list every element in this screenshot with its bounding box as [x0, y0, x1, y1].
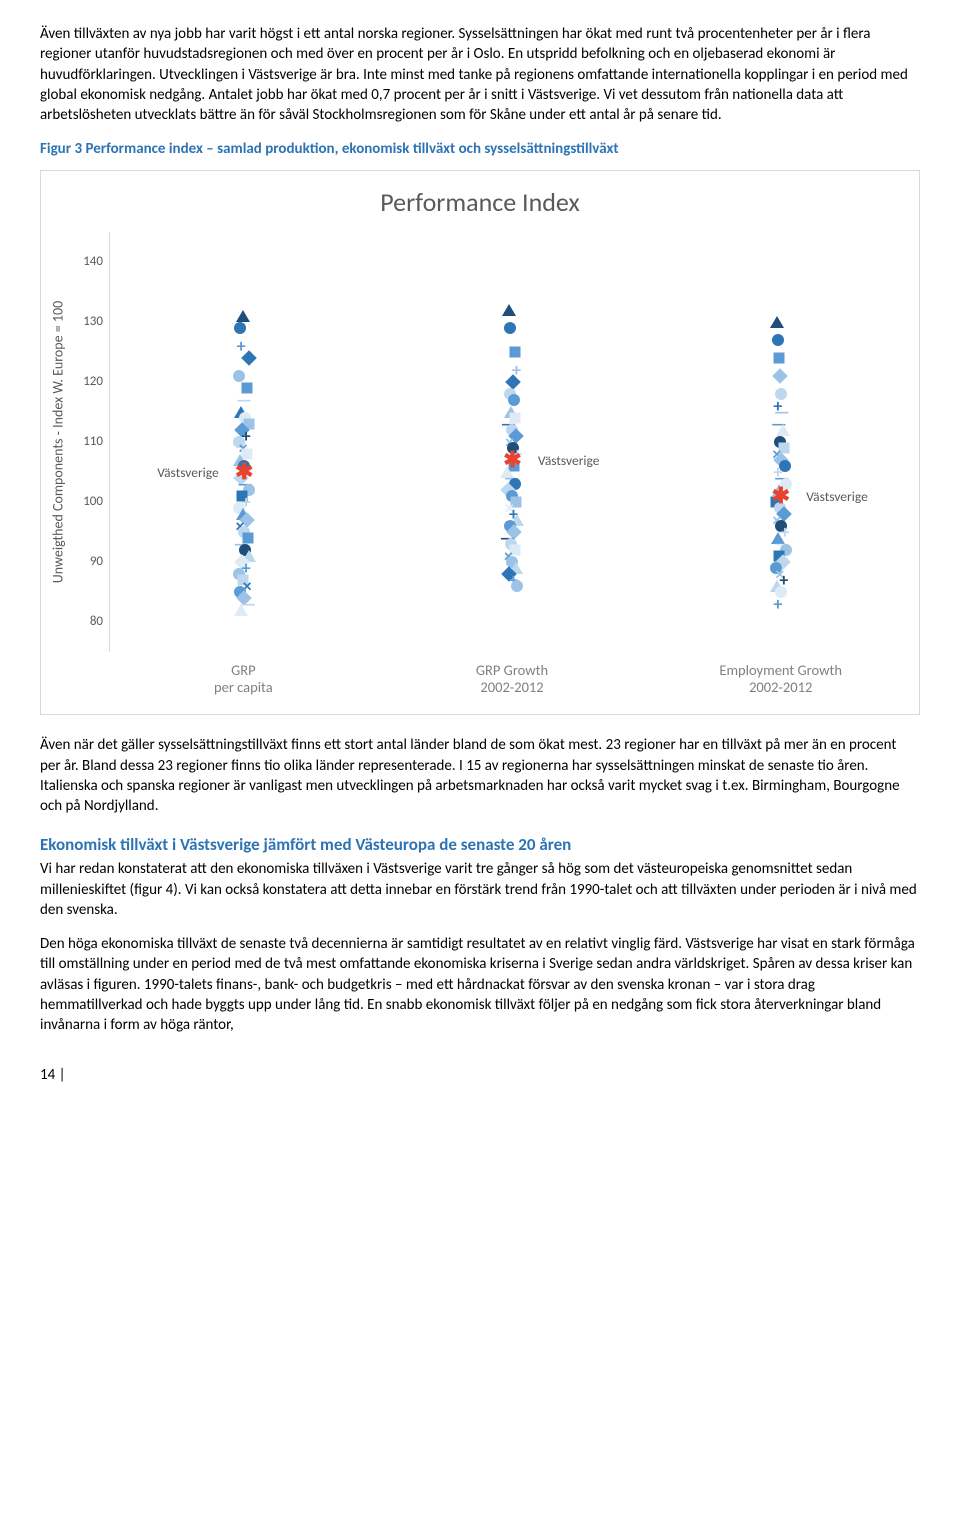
chart-data-marker	[236, 310, 250, 322]
body-paragraph-4: Den höga ekonomiska tillväxt de senaste …	[40, 934, 920, 1035]
chart-x-label: GRP per capita	[109, 652, 378, 715]
chart-series-column: +——×+—×+—×++✱Västsverige	[647, 232, 915, 652]
chart-highlight-marker: ✱	[235, 461, 253, 483]
chart-data-marker	[773, 352, 784, 363]
chart-data-marker	[511, 580, 523, 592]
chart-series-column: +—+×—+×—+×—✱Västsverige	[110, 232, 378, 652]
figure-caption: Figur 3 Performance index – samlad produ…	[40, 139, 920, 159]
chart-x-label: GRP Growth 2002-2012	[378, 652, 647, 715]
chart-y-tick: 100	[83, 493, 103, 511]
chart-data-marker	[772, 334, 784, 346]
chart-data-marker	[502, 304, 516, 316]
chart-y-tick: 80	[90, 613, 103, 631]
chart-y-tick: 130	[83, 313, 103, 331]
chart-data-marker: +	[773, 595, 782, 613]
body-paragraph-2: Även när det gäller sysselsättningstillv…	[40, 735, 920, 816]
chart-x-axis: GRP per capitaGRP Growth 2002-2012Employ…	[109, 652, 915, 715]
chart-highlight-label: Västsverige	[538, 452, 600, 470]
performance-index-chart: Performance Index Unweigthed Components …	[40, 170, 920, 716]
chart-data-marker	[776, 424, 790, 436]
chart-highlight-label: Västsverige	[157, 464, 219, 482]
body-paragraph-1: Även tillväxten av nya jobb har varit hö…	[40, 24, 920, 125]
chart-data-marker	[233, 370, 245, 382]
chart-data-marker	[510, 346, 521, 357]
chart-data-marker	[234, 604, 248, 616]
chart-x-label: Employment Growth 2002-2012	[646, 652, 915, 715]
chart-y-tick: 140	[83, 253, 103, 271]
chart-plot-area: +—+×—+×—+×—✱Västsverige+—×+—×+—×+✱Västsv…	[109, 232, 915, 652]
chart-highlight-marker: ✱	[503, 449, 521, 471]
chart-data-marker	[504, 322, 516, 334]
chart-y-tick: 90	[90, 553, 103, 571]
page-number: 14 |	[40, 1065, 920, 1085]
body-paragraph-3: Vi har redan konstaterat att den ekonomi…	[40, 859, 920, 920]
chart-title: Performance Index	[45, 185, 915, 220]
section-heading: Ekonomisk tillväxt i Västsverige jämfört…	[40, 834, 920, 857]
chart-data-marker: +	[237, 337, 246, 355]
chart-data-marker	[770, 316, 784, 328]
chart-y-axis: 80 90 100 110 120 130 140	[73, 232, 109, 652]
chart-y-axis-label: Unweigthed Components - Index W. Europe …	[50, 300, 69, 582]
chart-y-tick: 120	[83, 373, 103, 391]
chart-data-marker	[772, 368, 788, 384]
chart-data-marker	[508, 394, 520, 406]
chart-y-tick: 110	[83, 433, 103, 451]
chart-highlight-label: Västsverige	[806, 488, 868, 506]
chart-data-marker	[234, 322, 246, 334]
chart-series-column: +—×+—×+—×+✱Västsverige	[378, 232, 646, 652]
chart-highlight-marker: ✱	[772, 485, 790, 507]
